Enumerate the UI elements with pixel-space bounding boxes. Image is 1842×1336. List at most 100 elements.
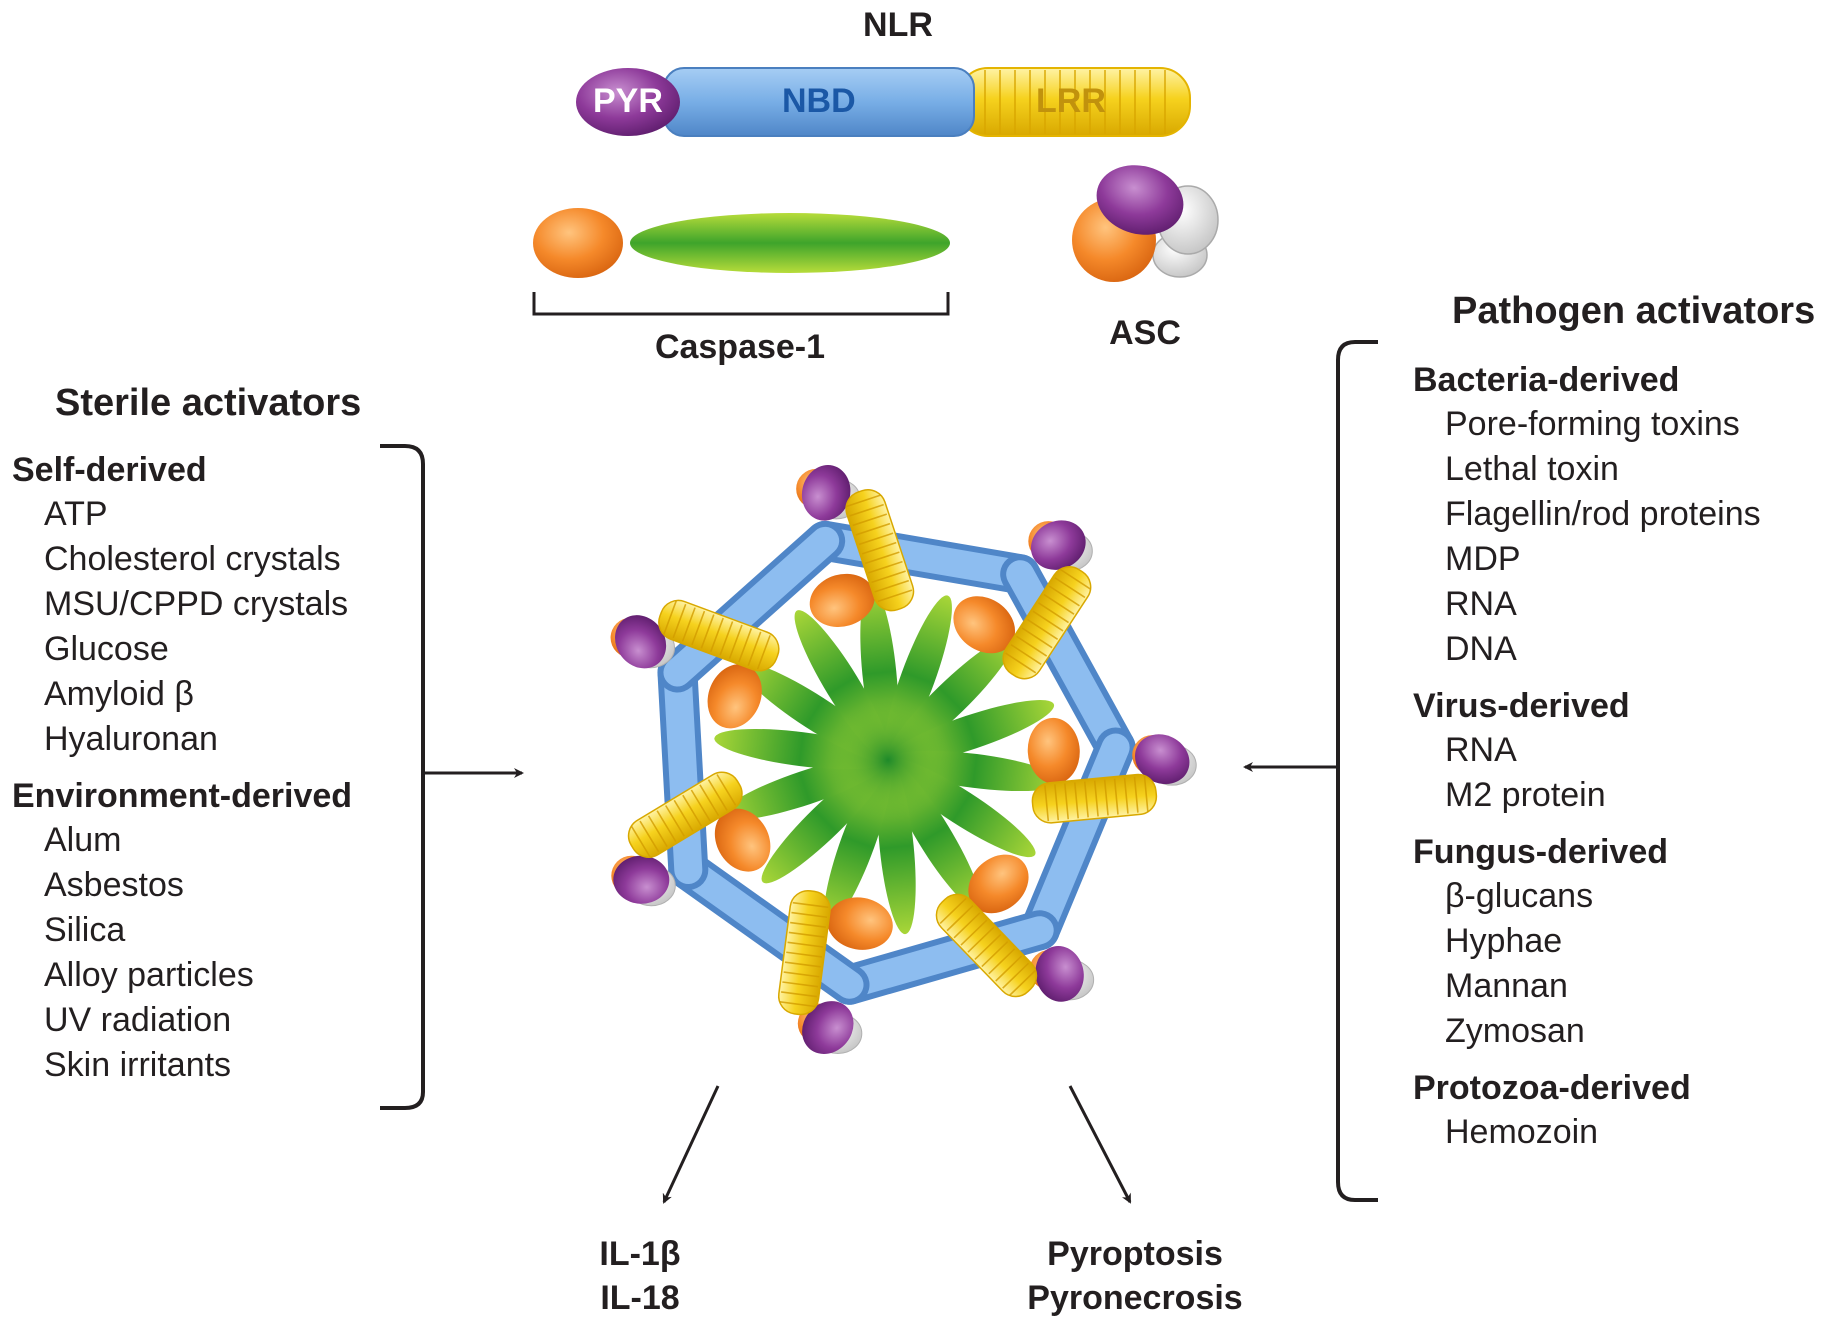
list-item: Skin irritants [44,1046,232,1084]
lrr-ridge [787,941,824,948]
lrr-ridge [988,948,1016,975]
list-item: Alum [44,821,122,859]
fungus-derived-group: Fungus-derived β-glucans Hyphae Mannan Z… [1413,830,1761,1054]
caspase-label: Caspase-1 [654,328,826,366]
death-outputs: Pyroptosis Pyronecrosis [1010,1232,1260,1320]
lrr-ridge [1044,785,1050,822]
list-item: Pore-forming toxins [1445,405,1740,443]
list-item: RNA [1445,585,1517,623]
lrr-ridge [1054,784,1060,821]
card-domain [714,808,771,872]
lrr-ridge [690,789,711,822]
lrr-ridge [1143,775,1149,812]
lrr-ridge [1083,781,1089,818]
pyroptosis-label: Pyroptosis [1047,1235,1223,1273]
pyronecrosis-label: Pyronecrosis [1027,1279,1243,1317]
lrr-ridge [1009,969,1037,996]
caspase-card-domain [533,208,623,278]
list-item: DNA [1445,630,1517,668]
nlr-protein [576,67,1191,137]
pyr-label: PYR [593,82,663,120]
lrr-ridge [792,901,829,909]
list-item: M2 protein [1445,776,1606,814]
lrr-ridge [1064,783,1070,820]
lrr-ridge [864,551,900,565]
lrr-ridge [782,981,819,988]
self-derived-group: Self-derived ATP Cholesterol crystals MS… [12,448,352,762]
card-domain [953,596,1016,654]
pyr-domain [1035,946,1084,1002]
card-domain [1027,717,1080,784]
lrr-domain [957,67,1191,137]
lrr-ridge [647,815,668,848]
lrr-ridge [630,825,651,858]
lrr-ridge [1073,782,1079,819]
lrr-ridge [855,522,891,536]
lrr-coil [1002,566,1092,680]
subunits [610,465,1197,1055]
complex-center [828,700,948,820]
card-domain [827,897,893,950]
nlr-label: NLR [863,6,933,44]
lrr-ridge [719,621,734,656]
lrr-ridge [1005,652,1037,674]
lrr-ridge [786,951,823,958]
lrr-ridge [960,919,988,946]
il18-label: IL-18 [600,1279,680,1317]
lrr-body [845,489,915,612]
lrr-coil [777,889,831,1016]
protozoa-derived-group: Protozoa-derived Hemozoin [1413,1066,1761,1155]
lrr-body [935,893,1038,998]
lrr-ridge [738,628,753,663]
lrr-ridge [1010,644,1042,666]
lrr-ridge [846,494,881,508]
list-item: Flagellin/rod proteins [1445,495,1761,533]
pyr-domain [613,855,670,904]
lrr-ridge [682,794,703,827]
lrr-ridge [639,820,660,853]
lrr-ridge [1043,593,1075,615]
list-item: Cholesterol crystals [44,540,341,578]
death-arrow [1068,1085,1132,1204]
pathogen-title: Pathogen activators [1452,290,1816,332]
nbd-label: NBD [782,82,856,120]
lrr-ridge [716,774,737,806]
group-heading: Self-derived [12,451,207,489]
lrr-body [627,771,743,858]
lrr-ridge [849,503,884,517]
lrr-ridge [1002,962,1030,989]
lrr-ridge [1123,777,1129,814]
bacteria-derived-group: Bacteria-derived Pore-forming toxins Let… [1413,358,1761,672]
list-item: Glucose [44,630,169,668]
group-heading: Fungus-derived [1413,833,1669,871]
virus-derived-group: Virus-derived RNA M2 protein [1413,684,1761,818]
lrr-ridge [974,933,1002,960]
environment-derived-group: Environment-derived Alum Asbestos Silica… [12,774,352,1088]
lrr-ridge [779,1001,816,1008]
lrr-ridge [780,991,817,998]
lrr-ridge [939,897,967,925]
lrr-ridge [1133,776,1139,813]
lrr-ridge [1054,577,1086,599]
lrr-ridge [756,635,771,670]
list-item: Silica [44,911,126,949]
lrr-ridge [681,607,696,642]
lrr-ridge [1032,610,1064,632]
list-item: Hyphae [1445,922,1563,960]
lrr-ridge [1027,618,1059,640]
inflammasome-complex [610,465,1197,1055]
list-item: MDP [1445,540,1521,578]
list-item: Lethal toxin [1445,450,1619,488]
lrr-ridge [953,912,981,939]
group-heading: Virus-derived [1413,687,1630,725]
lrr-ridge [673,799,694,832]
group-heading: Environment-derived [12,777,353,815]
lrr-ridge [967,926,995,953]
list-item: Zymosan [1445,1012,1585,1050]
lrr-ridge [1103,779,1109,816]
lrr-ridge [861,541,897,555]
lrr-ridge [858,532,894,546]
list-item: MSU/CPPD crystals [44,585,349,623]
lrr-ridge [700,614,715,649]
